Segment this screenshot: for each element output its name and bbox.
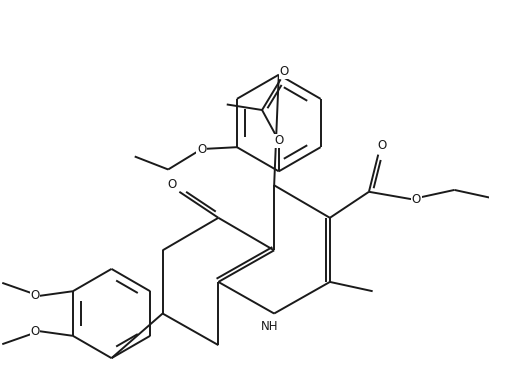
- Text: O: O: [167, 178, 177, 191]
- Text: O: O: [525, 193, 526, 206]
- Text: O: O: [30, 290, 39, 302]
- Text: O: O: [30, 325, 39, 338]
- Text: O: O: [274, 134, 284, 147]
- Text: NH: NH: [261, 320, 278, 333]
- Text: O: O: [197, 143, 206, 155]
- Text: O: O: [377, 139, 387, 152]
- Text: O: O: [280, 65, 289, 78]
- Text: O: O: [412, 193, 421, 206]
